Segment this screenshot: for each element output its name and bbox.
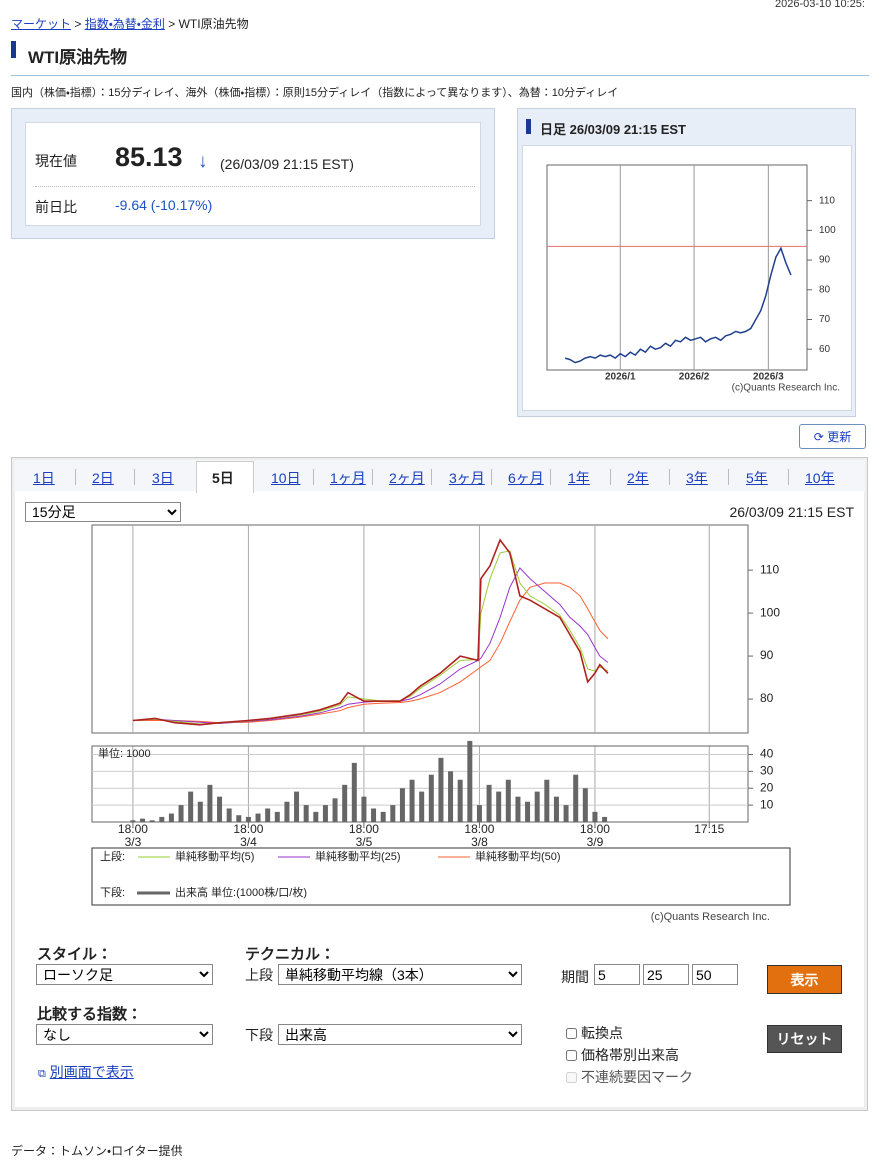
timestamp: 2026-03-10 10:25: xyxy=(775,0,865,10)
tab[interactable]: 3ヶ月 xyxy=(449,470,485,486)
interval-select[interactable]: 15分足 xyxy=(25,502,181,522)
separator: > xyxy=(74,17,82,31)
daily-marker xyxy=(526,119,531,134)
quote-box xyxy=(25,122,481,226)
checkbox-input[interactable] xyxy=(566,1050,577,1061)
tab-separator xyxy=(728,469,729,485)
checkbox[interactable]: 価格帯別出来高 xyxy=(566,1045,679,1065)
tab[interactable]: 10日 xyxy=(271,470,301,486)
arrow: ↓ xyxy=(198,151,208,172)
tab[interactable]: 3日 xyxy=(152,470,174,486)
daily-box xyxy=(522,145,852,411)
lower-label: 下段 xyxy=(245,1027,273,1043)
technical-label: テクニカル： xyxy=(245,946,336,963)
tab[interactable]: 1日 xyxy=(33,470,55,486)
checkbox-input xyxy=(566,1072,577,1083)
tab[interactable]: 1ヶ月 xyxy=(330,470,366,486)
title-marker xyxy=(11,41,16,58)
period-input[interactable] xyxy=(594,964,640,985)
tab-separator xyxy=(431,469,432,485)
daily-title: 日足 26/03/09 21:15 EST xyxy=(540,122,686,137)
tab-separator xyxy=(75,469,76,485)
divider xyxy=(11,75,869,76)
tab[interactable]: 5日 xyxy=(212,470,234,486)
period-input[interactable] xyxy=(643,964,689,985)
tab-separator xyxy=(313,469,314,485)
tab[interactable]: 3年 xyxy=(686,470,708,486)
tab-separator xyxy=(550,469,551,485)
tab-separator xyxy=(788,469,789,485)
notice: 国内（株価・指標）：15分ディレイ、海外（株価・指標）：原則15分ディレイ（指数… xyxy=(11,87,619,99)
change-label: 前日比 xyxy=(35,199,77,215)
checkbox-label: 不連続要因マーク xyxy=(581,1069,693,1085)
tab-bar xyxy=(14,460,865,491)
tab-separator xyxy=(372,469,373,485)
style-label: スタイル： xyxy=(37,946,113,963)
popup-icon: ⧉ xyxy=(38,1068,46,1080)
tab-separator xyxy=(491,469,492,485)
upper-label: 上段 xyxy=(245,967,273,983)
breadcrumb: マーケット > 指数・為替・金利 > WTI原油先物 xyxy=(11,15,249,32)
checkbox-input[interactable] xyxy=(566,1028,577,1039)
tab-separator xyxy=(610,469,611,485)
reset-button[interactable]: リセット xyxy=(767,1025,842,1053)
page-title: WTI原油先物 xyxy=(28,48,128,67)
tab[interactable]: 1年 xyxy=(568,470,590,486)
breadcrumb-link[interactable]: マーケット xyxy=(11,17,72,31)
breadcrumb-link[interactable]: 指数・為替・金利 xyxy=(84,17,165,31)
tab[interactable]: 2ヶ月 xyxy=(389,470,425,486)
tab-separator xyxy=(134,469,135,485)
style-select[interactable]: ローソク足 xyxy=(36,964,213,985)
period-label: 期間 xyxy=(561,969,589,985)
popup-link[interactable]: 別画面で表示 xyxy=(49,1064,134,1080)
refresh-text: 更新 xyxy=(827,430,852,444)
refresh-button[interactable]: ⟳ 更新 xyxy=(799,424,866,449)
tab-separator xyxy=(669,469,670,485)
checkbox[interactable]: 転換点 xyxy=(566,1023,623,1043)
chart-time: 26/03/09 21:15 EST xyxy=(729,504,854,520)
popup-link-wrap: ⧉ 別画面で表示 xyxy=(38,1062,134,1082)
change: -9.64 (-10.17%) xyxy=(115,197,213,213)
tab[interactable]: 5年 xyxy=(746,470,768,486)
tab[interactable]: 2年 xyxy=(627,470,649,486)
compare-label: 比較する指数： xyxy=(37,1006,143,1023)
price-time: (26/03/09 21:15 EST) xyxy=(220,156,354,172)
upper-select[interactable]: 単純移動平均線（3本） xyxy=(278,964,522,985)
separator: > xyxy=(168,17,176,31)
checkbox: 不連続要因マーク xyxy=(566,1067,693,1087)
period-input[interactable] xyxy=(692,964,738,985)
price-label: 現在値 xyxy=(35,153,77,169)
tab-selected-bg xyxy=(196,461,254,493)
compare-select[interactable]: なし xyxy=(36,1024,213,1045)
price: 85.13 xyxy=(115,142,183,172)
tab[interactable]: 10年 xyxy=(805,470,835,486)
dotted-rule xyxy=(35,186,475,187)
show-button[interactable]: 表示 xyxy=(767,965,842,994)
checkbox-label: 価格帯別出来高 xyxy=(581,1047,679,1063)
checkbox-label: 転換点 xyxy=(581,1025,623,1041)
footer: データ：トムソン・ロイター提供 xyxy=(11,1144,183,1158)
tab[interactable]: 2日 xyxy=(92,470,114,486)
lower-select[interactable]: 出来高 xyxy=(278,1024,522,1045)
tab[interactable]: 6ヶ月 xyxy=(508,470,544,486)
breadcrumb-current: WTI原油先物 xyxy=(178,17,249,31)
